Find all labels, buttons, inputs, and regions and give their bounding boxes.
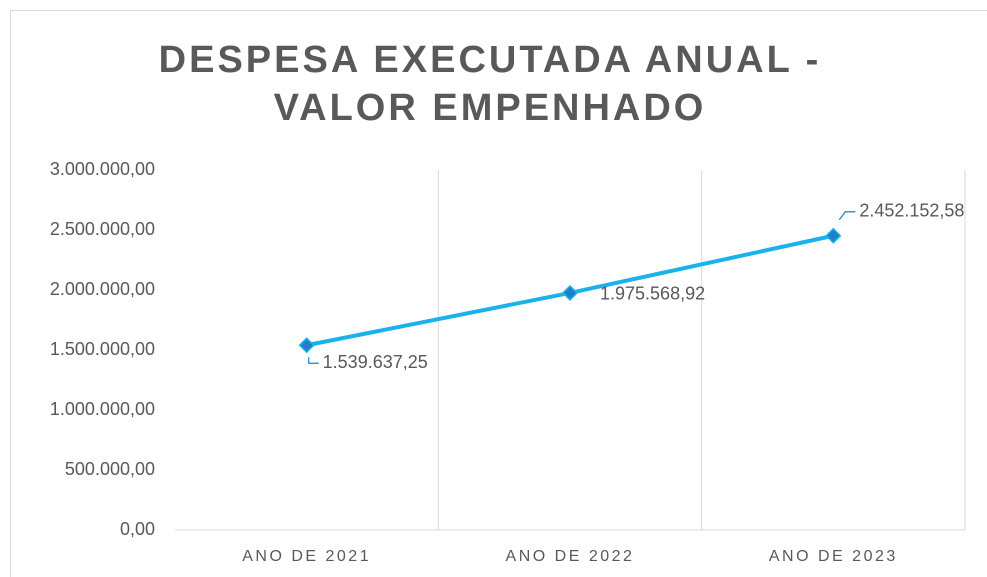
marker: [561, 284, 579, 301]
x-tick-label: ANO DE 2022: [506, 548, 635, 565]
data-label: 1.539.637,25: [323, 352, 428, 372]
chart-title: DESPESA EXECUTADA ANUAL - VALOR EMPENHAD…: [158, 39, 822, 129]
y-tick-label: 2.500.000,00: [50, 219, 155, 239]
y-tick-label: 3.000.000,00: [50, 159, 155, 179]
leader-line: [838, 211, 856, 221]
y-tick-label: 1.000.000,00: [50, 399, 155, 419]
data-label: 2.452.152,58: [859, 200, 964, 220]
x-tick-label: ANO DE 2023: [769, 548, 898, 565]
x-tick-label: ANO DE 2021: [242, 548, 371, 565]
y-tick-label: 500.000,00: [65, 459, 155, 479]
marker: [298, 337, 315, 354]
marker: [825, 227, 842, 244]
y-tick-label: 1.500.000,00: [50, 339, 155, 359]
data-label: 1.975.568,92: [600, 284, 705, 304]
y-tick-label: 2.000.000,00: [50, 279, 155, 299]
chart-border: [10, 10, 987, 577]
y-tick-label: 0,00: [120, 519, 155, 539]
leader-line: [308, 357, 319, 364]
